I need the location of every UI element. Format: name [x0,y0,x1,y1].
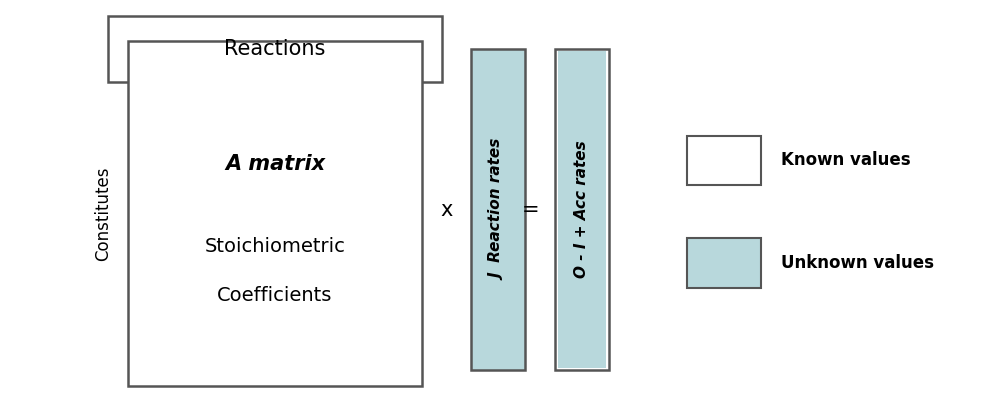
Text: =: = [521,200,539,219]
Text: Unknown values: Unknown values [781,254,934,272]
Bar [108,16,442,82]
Bar [555,49,609,370]
Bar [128,41,422,386]
Bar [558,51,606,368]
Text: x: x [441,200,453,219]
Text: Known values: Known values [781,151,910,169]
Text: A matrix: A matrix [225,155,325,174]
Text: J  Reaction rates: J Reaction rates [491,139,506,280]
Text: Stoichiometric: Stoichiometric [204,237,346,256]
Bar [687,238,761,288]
Bar [471,49,525,370]
Bar [687,136,761,185]
Text: O - I + Acc rates: O - I + Acc rates [574,141,589,279]
Text: Reactions: Reactions [224,39,326,59]
Text: Constitutes: Constitutes [94,166,112,261]
Text: Coefficients: Coefficients [217,286,333,305]
